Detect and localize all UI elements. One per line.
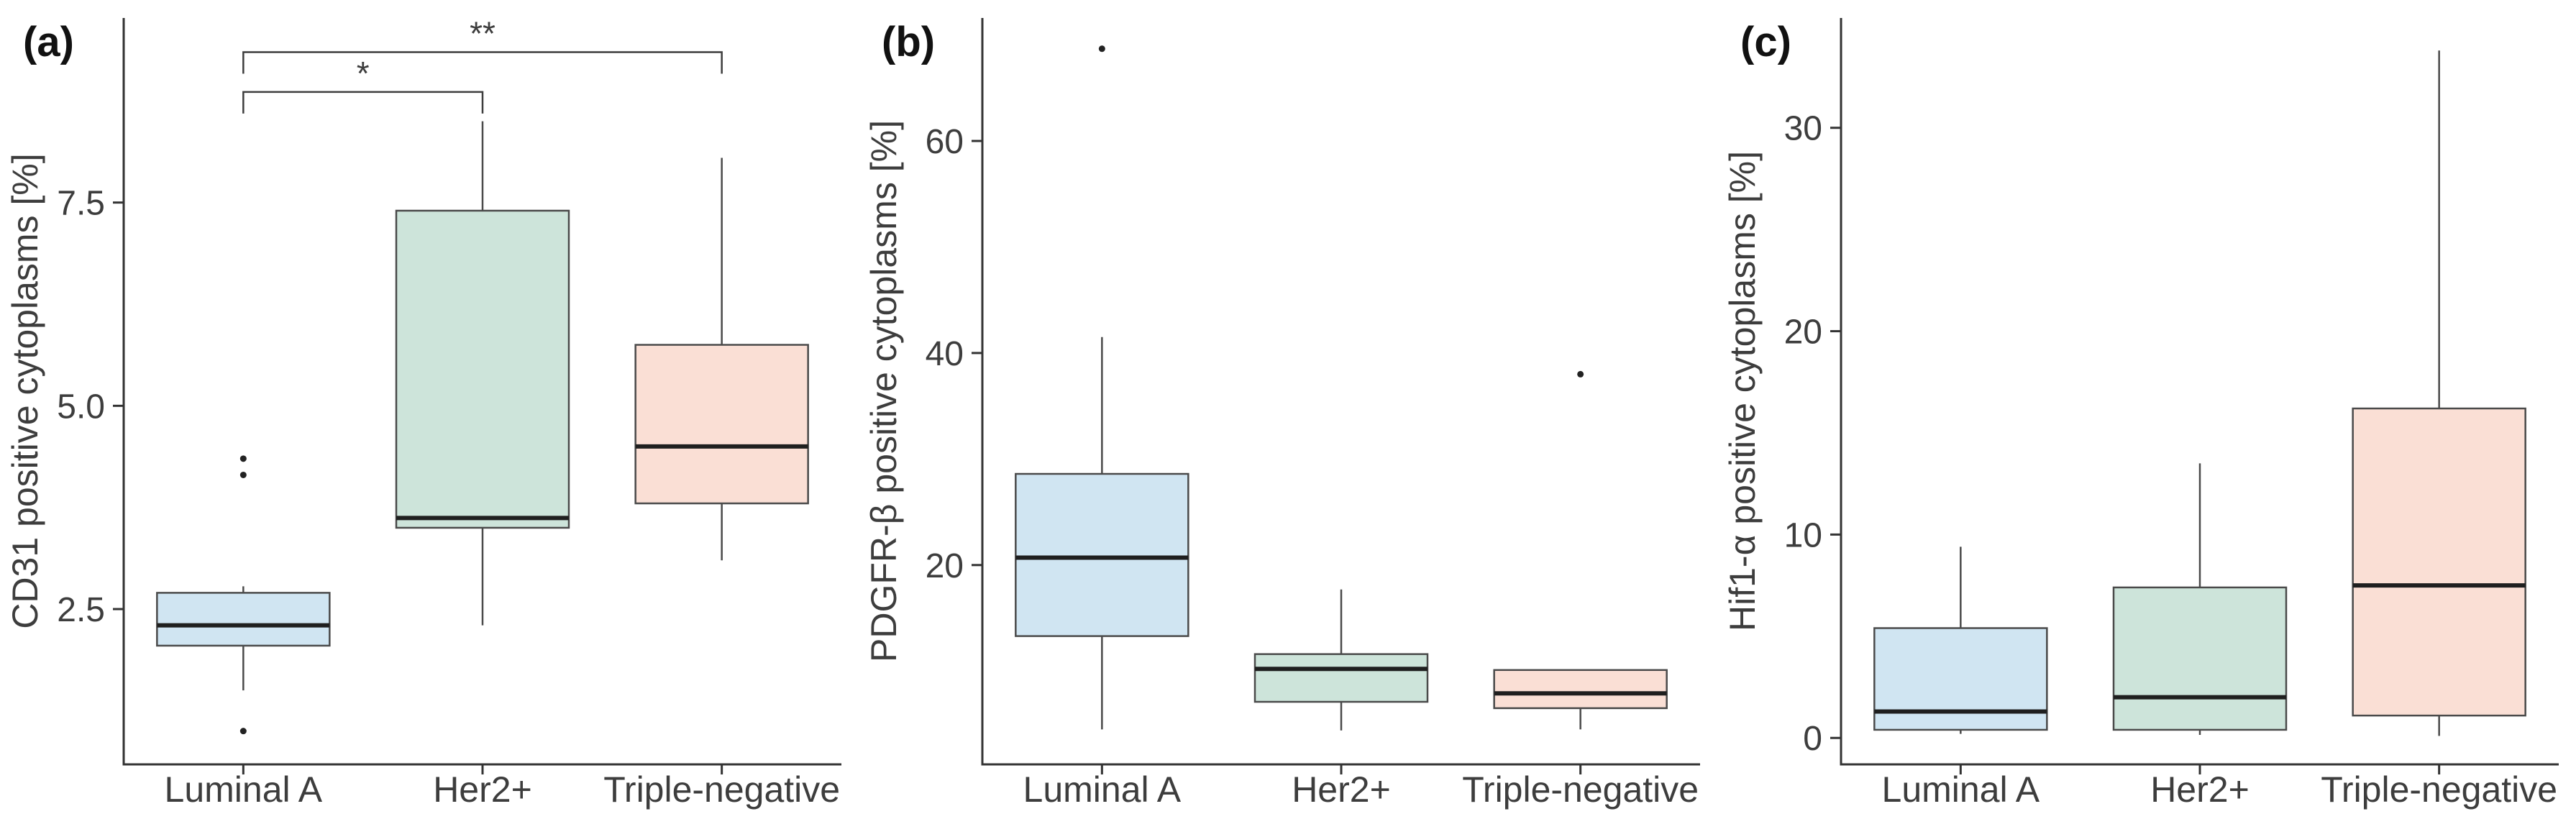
x-category-label: Luminal A [165, 769, 323, 810]
y-tick-label: 40 [926, 335, 964, 373]
y-axis-title: PDGFR-β positive cytoplasms [%] [864, 120, 904, 662]
y-tick-label: 0 [1803, 720, 1822, 758]
panel-a-cd31-chart: 2.5 5.0 7.5 CD31 positive cytoplasms [%] Lum… [5, 14, 841, 810]
panel-letter: (c) [1740, 19, 1791, 65]
y-tick-label: 7.5 [57, 185, 105, 223]
box-iqr [2112, 586, 2288, 731]
box-iqr [1015, 472, 1189, 637]
y-tick-label: 60 [926, 123, 964, 161]
y-tick-label: 20 [926, 547, 964, 585]
x-category-label: Her2+ [1292, 769, 1391, 810]
x-category-label: Luminal A [1882, 769, 2040, 810]
box-iqr [156, 592, 331, 647]
x-category-label: Luminal A [1023, 769, 1182, 810]
box-iqr [395, 209, 570, 529]
significance-label: ** [470, 14, 495, 52]
significance-bracket [242, 91, 484, 114]
outlier-dot [239, 455, 247, 462]
box-iqr [2352, 407, 2526, 717]
panel-letter: (a) [23, 19, 74, 65]
x-category-label: Her2+ [433, 769, 532, 810]
outlier-dot [239, 471, 247, 478]
box-iqr [1253, 653, 1429, 703]
box-iqr [634, 344, 809, 505]
box-iqr [1873, 627, 2048, 731]
panel-letter: (b) [882, 19, 935, 65]
outlier-dot [1098, 45, 1105, 52]
y-axis-title: CD31 positive cytoplasms [%] [5, 153, 45, 628]
significance-label: * [357, 55, 370, 92]
x-category-label: Triple-negative [1462, 769, 1699, 810]
x-category-label: Triple-negative [2321, 769, 2557, 810]
y-tick-label: 30 [1784, 110, 1822, 148]
panel-b-pdgfr-chart: 20 40 60 PDGFR-β positive cytoplasms [%] Lum… [864, 18, 1700, 810]
box-iqr [1493, 669, 1668, 710]
y-axis-title: Hif1-α positive cytoplasms [%] [1722, 151, 1763, 631]
y-tick-label: 10 [1784, 516, 1822, 554]
y-tick-label: 2.5 [57, 591, 105, 629]
x-category-label: Triple-negative [603, 769, 840, 810]
outlier-dot [239, 728, 247, 735]
panel-c-hif1-chart: 0 10 20 30 Hif1-α positive cytoplasms [%] Lum… [1722, 18, 2559, 810]
x-category-label: Her2+ [2150, 769, 2250, 810]
y-tick-label: 5.0 [57, 388, 105, 426]
y-tick-label: 20 [1784, 314, 1822, 352]
significance-bracket [242, 51, 723, 74]
outlier-dot [1577, 370, 1584, 378]
